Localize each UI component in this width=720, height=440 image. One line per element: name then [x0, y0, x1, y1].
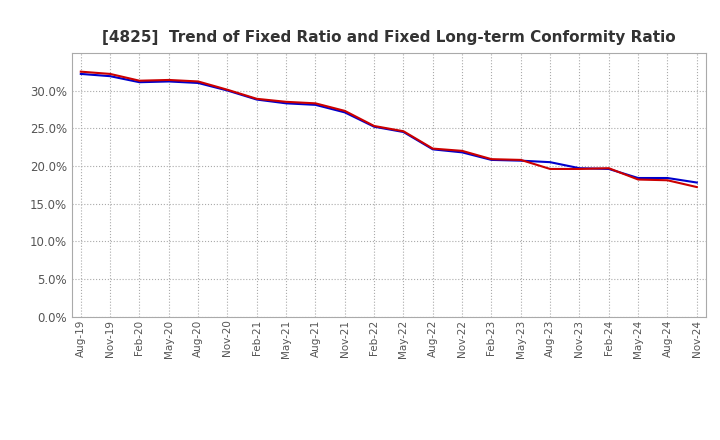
- Fixed Ratio: [487, 157, 496, 162]
- Fixed Ratio: [693, 180, 701, 185]
- Fixed Ratio: [663, 176, 672, 181]
- Fixed Ratio: [516, 158, 525, 163]
- Fixed Long-term Conformity Ratio: [370, 123, 379, 128]
- Fixed Ratio: [282, 101, 290, 106]
- Fixed Ratio: [223, 88, 232, 93]
- Fixed Long-term Conformity Ratio: [605, 165, 613, 171]
- Fixed Long-term Conformity Ratio: [223, 87, 232, 92]
- Fixed Ratio: [76, 71, 85, 77]
- Fixed Ratio: [311, 102, 320, 107]
- Fixed Long-term Conformity Ratio: [663, 178, 672, 183]
- Fixed Ratio: [106, 73, 114, 79]
- Fixed Ratio: [634, 176, 642, 181]
- Fixed Long-term Conformity Ratio: [693, 184, 701, 190]
- Fixed Ratio: [135, 80, 144, 85]
- Fixed Long-term Conformity Ratio: [546, 166, 554, 172]
- Fixed Ratio: [370, 124, 379, 129]
- Fixed Ratio: [546, 160, 554, 165]
- Fixed Long-term Conformity Ratio: [487, 157, 496, 162]
- Fixed Long-term Conformity Ratio: [76, 69, 85, 74]
- Fixed Long-term Conformity Ratio: [575, 166, 584, 172]
- Fixed Ratio: [253, 97, 261, 102]
- Fixed Ratio: [341, 110, 349, 115]
- Fixed Ratio: [399, 129, 408, 135]
- Fixed Ratio: [194, 81, 202, 86]
- Fixed Ratio: [458, 150, 467, 155]
- Fixed Long-term Conformity Ratio: [341, 108, 349, 114]
- Fixed Long-term Conformity Ratio: [106, 71, 114, 77]
- Fixed Ratio: [605, 166, 613, 172]
- Fixed Long-term Conformity Ratio: [634, 177, 642, 182]
- Fixed Long-term Conformity Ratio: [516, 157, 525, 162]
- Fixed Long-term Conformity Ratio: [253, 96, 261, 102]
- Title: [4825]  Trend of Fixed Ratio and Fixed Long-term Conformity Ratio: [4825] Trend of Fixed Ratio and Fixed Lo…: [102, 29, 675, 45]
- Fixed Long-term Conformity Ratio: [194, 79, 202, 84]
- Fixed Long-term Conformity Ratio: [135, 78, 144, 83]
- Fixed Long-term Conformity Ratio: [428, 146, 437, 151]
- Fixed Ratio: [428, 147, 437, 152]
- Fixed Long-term Conformity Ratio: [164, 77, 173, 83]
- Line: Fixed Ratio: Fixed Ratio: [81, 74, 697, 183]
- Fixed Long-term Conformity Ratio: [399, 128, 408, 134]
- Fixed Long-term Conformity Ratio: [458, 148, 467, 154]
- Fixed Ratio: [164, 79, 173, 84]
- Line: Fixed Long-term Conformity Ratio: Fixed Long-term Conformity Ratio: [81, 72, 697, 187]
- Fixed Long-term Conformity Ratio: [311, 101, 320, 106]
- Fixed Long-term Conformity Ratio: [282, 99, 290, 104]
- Fixed Ratio: [575, 165, 584, 171]
